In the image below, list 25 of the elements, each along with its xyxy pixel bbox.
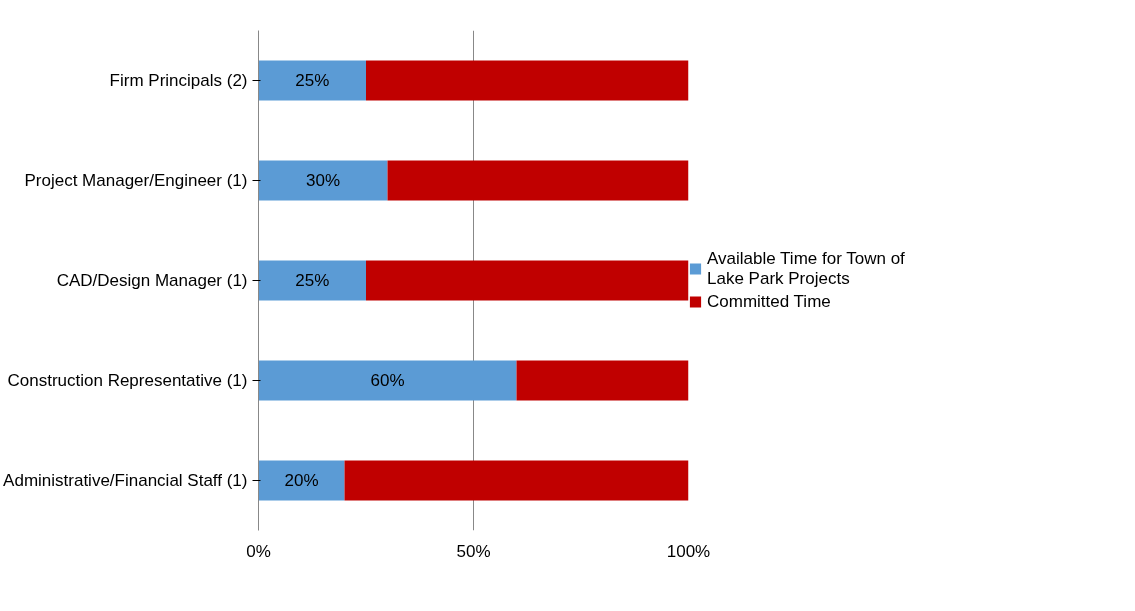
bar (366, 60, 689, 101)
bar (258, 360, 517, 401)
legend-label: Available Time for Town of Lake Park Projects (707, 248, 905, 289)
y-tick-label: Administrative/Financial Staff (1) (3, 471, 248, 490)
bar (258, 160, 388, 201)
data-label: 30% (305, 171, 341, 190)
data-label: 25% (295, 271, 330, 290)
y-tick-label: CAD/Design Manager (1) (56, 271, 248, 290)
bar (344, 460, 689, 501)
bar (516, 360, 689, 401)
data-label: 20% (284, 471, 319, 490)
y-tick-label: Firm Principals (2) (109, 71, 248, 90)
y-tick-label: Project Manager/Engineer (1) (24, 171, 248, 190)
legend-label: Committed Time (707, 291, 831, 312)
bar (258, 460, 345, 501)
bar (387, 160, 689, 201)
x-tick-label: 100% (666, 541, 711, 561)
x-tick-label: 50% (456, 541, 491, 561)
x-tick-label: 0% (246, 541, 271, 561)
y-tick-label: Construction Representative (1) (7, 371, 248, 390)
bar (258, 60, 366, 101)
bar (258, 260, 366, 301)
data-label: 25% (295, 71, 330, 90)
data-label: 60% (370, 371, 405, 390)
bar (366, 260, 689, 301)
